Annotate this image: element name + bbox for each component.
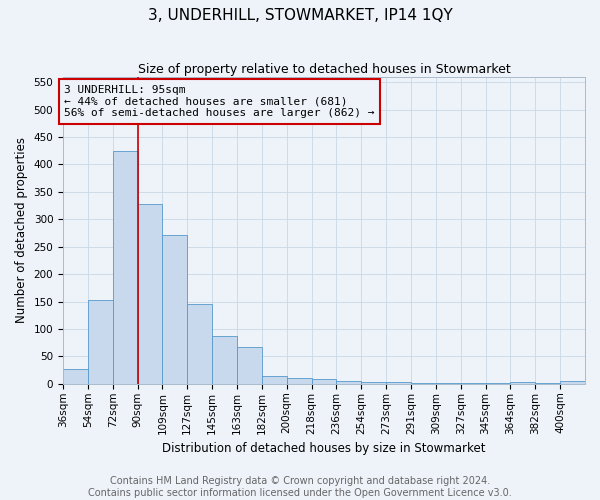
- Bar: [137, 204, 163, 384]
- Bar: [511, 382, 535, 384]
- Bar: [187, 304, 212, 384]
- Bar: [311, 379, 337, 384]
- Bar: [113, 150, 137, 384]
- Bar: [262, 376, 287, 384]
- Bar: [535, 383, 560, 384]
- Text: 3 UNDERHILL: 95sqm
← 44% of detached houses are smaller (681)
56% of semi-detach: 3 UNDERHILL: 95sqm ← 44% of detached hou…: [64, 85, 375, 118]
- Bar: [337, 381, 361, 384]
- Text: 3, UNDERHILL, STOWMARKET, IP14 1QY: 3, UNDERHILL, STOWMARKET, IP14 1QY: [148, 8, 452, 22]
- Y-axis label: Number of detached properties: Number of detached properties: [15, 138, 28, 324]
- Bar: [237, 347, 262, 384]
- Bar: [485, 383, 511, 384]
- Bar: [361, 382, 386, 384]
- X-axis label: Distribution of detached houses by size in Stowmarket: Distribution of detached houses by size …: [162, 442, 486, 455]
- Bar: [88, 300, 113, 384]
- Bar: [411, 383, 436, 384]
- Bar: [63, 368, 88, 384]
- Bar: [386, 382, 411, 384]
- Title: Size of property relative to detached houses in Stowmarket: Size of property relative to detached ho…: [137, 62, 511, 76]
- Bar: [163, 234, 187, 384]
- Bar: [436, 383, 461, 384]
- Text: Contains HM Land Registry data © Crown copyright and database right 2024.
Contai: Contains HM Land Registry data © Crown c…: [88, 476, 512, 498]
- Bar: [560, 381, 585, 384]
- Bar: [287, 378, 311, 384]
- Bar: [461, 383, 485, 384]
- Bar: [212, 336, 237, 384]
